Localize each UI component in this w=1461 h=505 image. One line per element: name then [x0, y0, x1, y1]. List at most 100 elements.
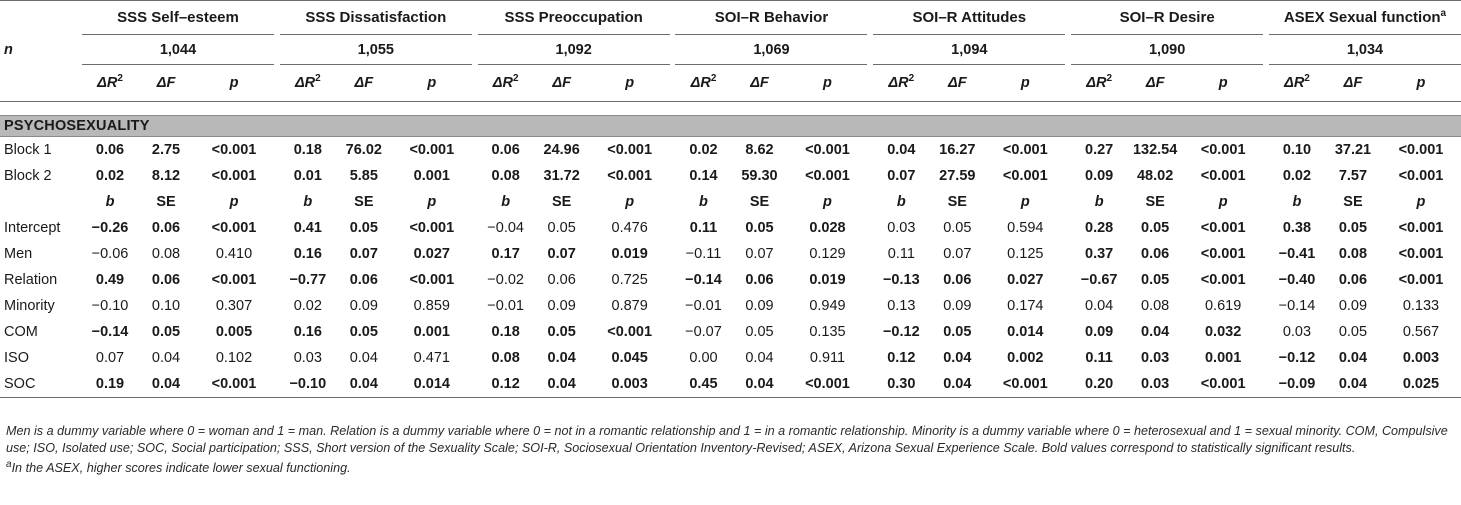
- delta-r-symbol: ΔR: [1086, 75, 1107, 91]
- footnote-mark: a: [6, 458, 12, 470]
- value-cell: 0.03: [1127, 371, 1184, 398]
- corner-cell: [0, 1, 82, 35]
- value-cell: −0.14: [91, 324, 129, 340]
- value-cell: <0.001: [1200, 142, 1246, 158]
- p-header: p: [589, 64, 670, 102]
- value-cell: 0.04: [349, 350, 378, 366]
- delta-r-symbol: ΔR: [690, 75, 711, 91]
- value-cell: 0.03: [1141, 350, 1170, 366]
- value-cell: 76.02: [345, 142, 382, 158]
- column-gap: [1065, 371, 1072, 398]
- se-header: SE: [947, 194, 967, 210]
- outcome-title: SSS Dissatisfaction: [305, 9, 447, 26]
- value-cell: 0.04: [745, 350, 774, 366]
- p-header: p: [1020, 194, 1030, 210]
- value-cell: 0.04: [1141, 324, 1170, 340]
- value-cell: 0.027: [413, 246, 450, 262]
- p-header: p: [1218, 194, 1228, 210]
- value-cell: 0.911: [809, 350, 846, 366]
- b-header: b: [303, 194, 313, 210]
- value-cell: <0.001: [1398, 168, 1444, 184]
- squared-exponent: 2: [1304, 73, 1310, 85]
- p-header: p: [787, 64, 868, 102]
- delta-r-symbol: ΔR: [294, 75, 316, 91]
- value-cell: −0.10: [91, 298, 129, 314]
- row-label: SOC: [0, 371, 82, 398]
- value-cell: <0.001: [805, 142, 850, 158]
- p-header: p: [391, 64, 472, 102]
- value-cell: 0.06: [547, 272, 576, 288]
- footnote-text: In the ASEX, higher scores indicate lowe…: [11, 461, 351, 475]
- value-cell: <0.001: [409, 220, 455, 236]
- value-cell: −0.01: [487, 298, 524, 314]
- value-cell: 0.07: [95, 350, 125, 366]
- value-cell: 0.05: [1141, 272, 1170, 288]
- outcome-title: ASEX Sexual function: [1283, 9, 1441, 26]
- value-cell: 0.06: [1338, 272, 1368, 288]
- value-cell: 0.11: [887, 246, 915, 262]
- delta-r2-header: ΔR2: [279, 64, 336, 102]
- value-cell: 0.20: [1071, 371, 1128, 398]
- se-header: SE: [1343, 194, 1363, 210]
- table-notes: Men is a dummy variable where 0 = woman …: [6, 423, 1456, 477]
- coefficient-row: COM −0.14 0.05 0.005 0.16 0.05 0.001 0.18 0.05 <0…: [0, 319, 1461, 345]
- coefficient-row: Minority −0.10 0.10 0.307 0.02 0.09 0.859 −0.01…: [0, 293, 1461, 319]
- value-cell: 0.10: [1282, 142, 1312, 158]
- value-cell: 0.04: [1338, 350, 1368, 366]
- value-cell: 0.05: [547, 324, 576, 340]
- value-cell: 0.07: [547, 246, 576, 262]
- value-cell: 0.09: [943, 298, 972, 314]
- delta-f-header: ΔF: [929, 64, 986, 102]
- delta-r2-header: ΔR2: [873, 64, 930, 102]
- value-cell: 0.00: [689, 350, 718, 366]
- value-cell: 0.02: [293, 298, 322, 314]
- regression-table: SSS Self–esteem SSS Dissatisfaction SSS Pr…: [0, 0, 1461, 398]
- top-rule-row: [0, 0, 1461, 1]
- value-cell: 0.06: [745, 272, 774, 288]
- squared-exponent: 2: [315, 73, 321, 85]
- value-cell: 0.06: [1141, 246, 1170, 262]
- value-cell: 24.96: [543, 142, 580, 158]
- value-cell: <0.001: [1200, 168, 1246, 184]
- outcome-title: SOI–R Attitudes: [912, 9, 1027, 26]
- value-cell: 0.19: [82, 371, 138, 398]
- column-gap: [1263, 64, 1269, 102]
- delta-f-header: ΔF: [138, 64, 194, 102]
- value-cell: 0.27: [1085, 142, 1114, 158]
- value-cell: 0.129: [809, 246, 846, 262]
- value-cell: 0.05: [1338, 220, 1368, 236]
- column-gap: [669, 64, 676, 102]
- value-cell: <0.001: [211, 168, 257, 184]
- b-header: b: [699, 194, 708, 210]
- delta-f-header: ΔF: [335, 64, 392, 102]
- coefficient-row: ISO 0.07 0.04 0.102 0.03 0.04 0.471 0.08 0.04 0.0…: [0, 345, 1461, 371]
- coefficient-row: SOC 0.19 0.04 <0.001 −0.10 0.04 0.014 0.12 0.04 0…: [0, 371, 1461, 398]
- value-cell: 0.08: [1141, 298, 1170, 314]
- value-cell: <0.001: [1398, 246, 1444, 262]
- value-cell: 0.028: [809, 220, 846, 236]
- value-cell: 0.125: [1007, 246, 1044, 262]
- top-rule: [0, 0, 1461, 1]
- squared-exponent: 2: [1106, 73, 1113, 85]
- p-header: p: [1380, 64, 1461, 102]
- footnote-marker: a: [1440, 8, 1447, 19]
- value-cell: 37.21: [1334, 142, 1372, 158]
- sample-size-value: 1,092: [477, 34, 670, 65]
- value-cell: 0.41: [293, 220, 322, 236]
- spacer-row: [0, 102, 1461, 116]
- value-cell: 0.09: [1085, 324, 1114, 340]
- delta-f-header: ΔF: [1324, 64, 1381, 102]
- value-cell: −0.09: [1268, 371, 1325, 398]
- sample-size-row: n 1,044 1,055 1,092 1,069 1,094 1,090 1,034: [0, 34, 1461, 65]
- value-cell: 0.04: [929, 371, 986, 398]
- sample-size-value: 1,034: [1268, 34, 1461, 65]
- value-cell: 0.05: [745, 220, 774, 236]
- value-cell: 0.38: [1282, 220, 1312, 236]
- value-cell: 0.07: [943, 246, 972, 262]
- row-label: COM: [4, 324, 38, 340]
- value-cell: 0.045: [611, 350, 648, 366]
- coefficient-row: Relation 0.49 0.06 <0.001 −0.77 0.06 <0.001 −0.…: [0, 267, 1461, 293]
- value-cell: <0.001: [1002, 168, 1048, 184]
- value-cell: −0.40: [1278, 272, 1316, 288]
